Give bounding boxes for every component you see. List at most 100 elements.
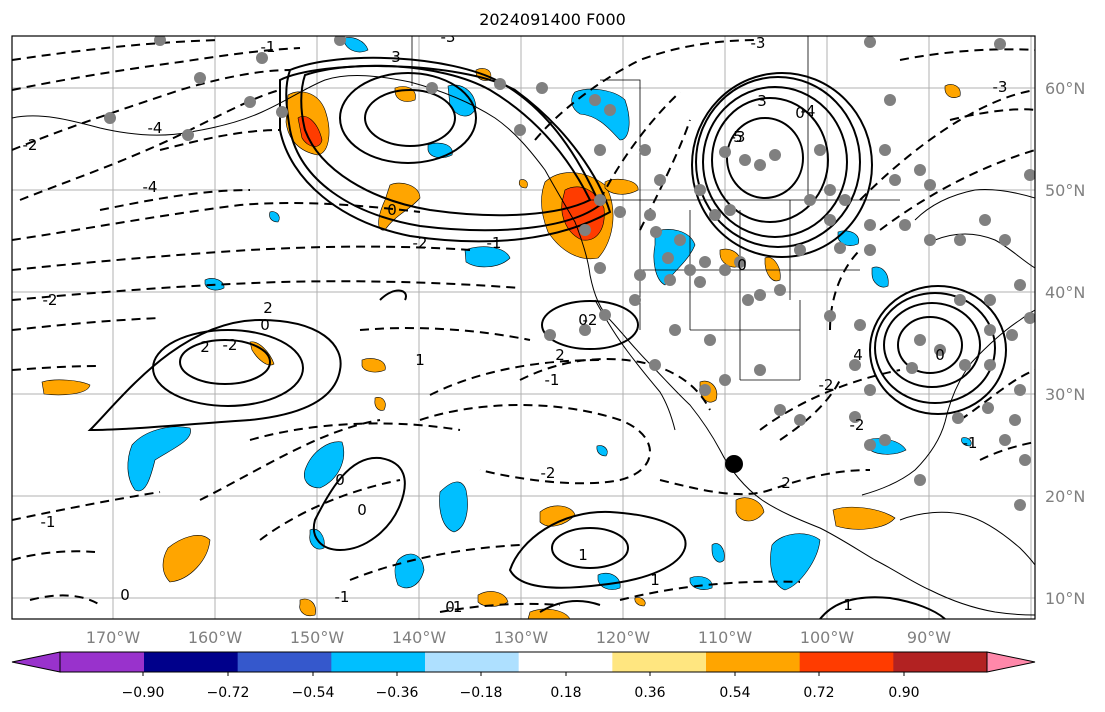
station-dot [536, 82, 548, 94]
station-dot [914, 164, 926, 176]
station-dot [794, 414, 806, 426]
lat-label: 40°N [1045, 283, 1085, 302]
station-dot [864, 439, 876, 451]
station-dot [694, 184, 706, 196]
map-frame [11, 35, 1036, 620]
contour-label: -3 [731, 128, 746, 146]
contour-label: 1 [578, 546, 588, 564]
colorbar-segment [60, 652, 144, 672]
contour-label: -2 [43, 291, 58, 309]
station-dot [984, 324, 996, 336]
contour-label: -1 [545, 371, 560, 389]
contour-label: 2 [263, 299, 273, 317]
contour-labels: -13-3 -3-33-4-4-350-4-20-2 -1-2 20 0-2-22 01 2… [23, 36, 1008, 616]
station-dot [924, 234, 936, 246]
station-dot [994, 38, 1006, 50]
graticule [12, 36, 1035, 619]
colorbar [11, 651, 1036, 673]
station-dot [654, 174, 666, 186]
contour-label: 2 [200, 338, 210, 356]
colorbar-segment [799, 652, 894, 672]
station-dot [884, 94, 896, 106]
contour-label: 0 [357, 501, 367, 519]
station-dot [839, 194, 851, 206]
colorbar-segment [612, 652, 707, 672]
longitude-labels: 170°W 160°W 150°W 140°W 130°W 120°W 110°W 100°W… [86, 628, 951, 647]
colorbar-tick-label: 0.72 [803, 685, 834, 701]
contour-label: -2 [413, 234, 428, 252]
station-dot [774, 284, 786, 296]
station-dot [754, 289, 766, 301]
contour-label: -1 [448, 598, 463, 616]
station-dot [849, 411, 861, 423]
latitude-labels: 60°N 50°N 40°N 30°N 20°N 10°N [1045, 79, 1085, 608]
station-dot [854, 319, 866, 331]
station-dot [662, 252, 674, 264]
colorbar-tick-label: −0.72 [207, 685, 250, 701]
lat-label: 20°N [1045, 487, 1085, 506]
contour-label: -1 [335, 588, 350, 606]
contour-label: -3 [993, 78, 1008, 96]
colorbar-tick-label: −0.18 [460, 685, 503, 701]
lat-label: 10°N [1045, 589, 1085, 608]
station-dot [182, 129, 194, 141]
colorbar-tick-label: −0.90 [122, 685, 165, 701]
station-dot [650, 226, 662, 238]
colorbar-segment [144, 652, 239, 672]
contour-label: 0 [387, 201, 397, 219]
station-dot [1014, 384, 1026, 396]
station-dot [979, 214, 991, 226]
station-dot [719, 264, 731, 276]
station-dot [952, 412, 964, 424]
station-dot [1014, 499, 1026, 511]
station-dot [579, 224, 591, 236]
station-dot [1006, 329, 1018, 341]
contour-label: -4 [143, 178, 158, 196]
contour-label: 1 [415, 351, 425, 369]
observation-stations [104, 36, 1035, 511]
station-dot [804, 194, 816, 206]
station-dot [834, 242, 846, 254]
station-dot [699, 384, 711, 396]
station-dot [426, 82, 438, 94]
station-dot [734, 256, 746, 268]
station-dot [914, 474, 926, 486]
station-dot [864, 219, 876, 231]
contour-label: -2 [850, 416, 865, 434]
station-dot [719, 374, 731, 386]
station-dot [914, 334, 926, 346]
lon-label: 120°W [596, 628, 651, 647]
station-dot [694, 276, 706, 288]
contour-label: 0 [737, 256, 747, 274]
colorbar-labels: −0.90 −0.72 −0.54 −0.36 −0.18 0.18 0.36 0.54 0.7… [122, 672, 920, 701]
colorbar-tick-label: 0.36 [634, 685, 665, 701]
station-dot [899, 219, 911, 231]
station-dot [1024, 169, 1035, 181]
lon-label: 130°W [494, 628, 549, 647]
station-dot [256, 52, 268, 64]
colorbar-tick-label: 0.18 [550, 685, 581, 701]
colorbar-tick-label: 0.54 [719, 685, 750, 701]
station-dot [754, 364, 766, 376]
contour-label: 1 [843, 596, 853, 614]
contour-label: -4 [801, 102, 816, 120]
station-dot [742, 294, 754, 306]
contour-label: -2 [541, 464, 556, 482]
station-dot [154, 36, 166, 46]
lon-label: 140°W [392, 628, 447, 647]
colorbar-segment [706, 652, 801, 672]
station-dot [954, 294, 966, 306]
contour-label: 0 [260, 316, 270, 334]
station-dot [194, 72, 206, 84]
station-dot [664, 274, 676, 286]
contour-label: 3 [757, 92, 767, 110]
station-dot [824, 184, 836, 196]
station-dot [924, 179, 936, 191]
station-dot [739, 154, 751, 166]
contour-label: -1 [487, 234, 502, 252]
station-dot [634, 269, 646, 281]
contour-label: 0 [795, 104, 805, 122]
station-dot [754, 159, 766, 171]
colorbar-segment [518, 652, 613, 672]
station-dot [984, 359, 996, 371]
